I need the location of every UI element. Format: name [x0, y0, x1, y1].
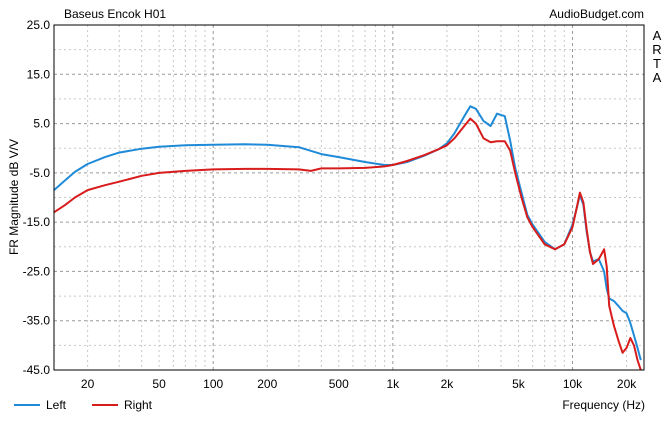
- y-axis-label: FR Magnitude dB V/V: [7, 139, 21, 255]
- series-lines: [53, 105, 642, 371]
- series-line-right: [53, 117, 642, 371]
- plot-frame: [53, 24, 645, 371]
- y-tick-label: -35.0: [23, 314, 51, 328]
- side-label-letter: A: [653, 28, 662, 43]
- y-tick-label: -5.0: [29, 166, 50, 180]
- y-tick-label: -45.0: [23, 363, 51, 377]
- y-tick-label: 15.0: [27, 67, 51, 81]
- x-tick-labels: 20 50 100 200 500 1k 2k 5k 10k 20k: [81, 377, 637, 391]
- side-label-letter: T: [653, 56, 661, 71]
- series-line-left: [53, 105, 642, 361]
- x-axis-label: Frequency (Hz): [562, 398, 645, 412]
- x-tick-label: 5k: [512, 377, 526, 391]
- side-label-letter: R: [652, 42, 661, 57]
- y-tick-label: -15.0: [23, 215, 51, 229]
- x-tick-label: 200: [257, 377, 277, 391]
- y-tick-labels: 25.0 15.0 5.0 -5.0 -15.0 -25.0 -35.0 -45.0: [23, 18, 51, 377]
- x-tick-label: 500: [329, 377, 349, 391]
- y-tick-label: 5.0: [33, 117, 50, 131]
- x-tick-label: 20k: [617, 377, 637, 391]
- side-label-letter: A: [653, 70, 662, 85]
- x-tick-label: 100: [203, 377, 223, 391]
- y-tick-label: 25.0: [27, 18, 51, 32]
- legend: Left Right: [14, 398, 153, 412]
- x-tick-label: 2k: [441, 377, 455, 391]
- source-label: AudioBudget.com: [549, 7, 644, 21]
- x-tick-label: 1k: [387, 377, 401, 391]
- chart-title: Baseus Encok H01: [64, 7, 166, 21]
- x-tick-label: 10k: [563, 377, 583, 391]
- legend-label-left: Left: [46, 398, 67, 412]
- legend-label-right: Right: [124, 398, 153, 412]
- y-tick-label: -25.0: [23, 264, 51, 278]
- x-tick-label: 20: [81, 377, 95, 391]
- x-tick-label: 50: [152, 377, 166, 391]
